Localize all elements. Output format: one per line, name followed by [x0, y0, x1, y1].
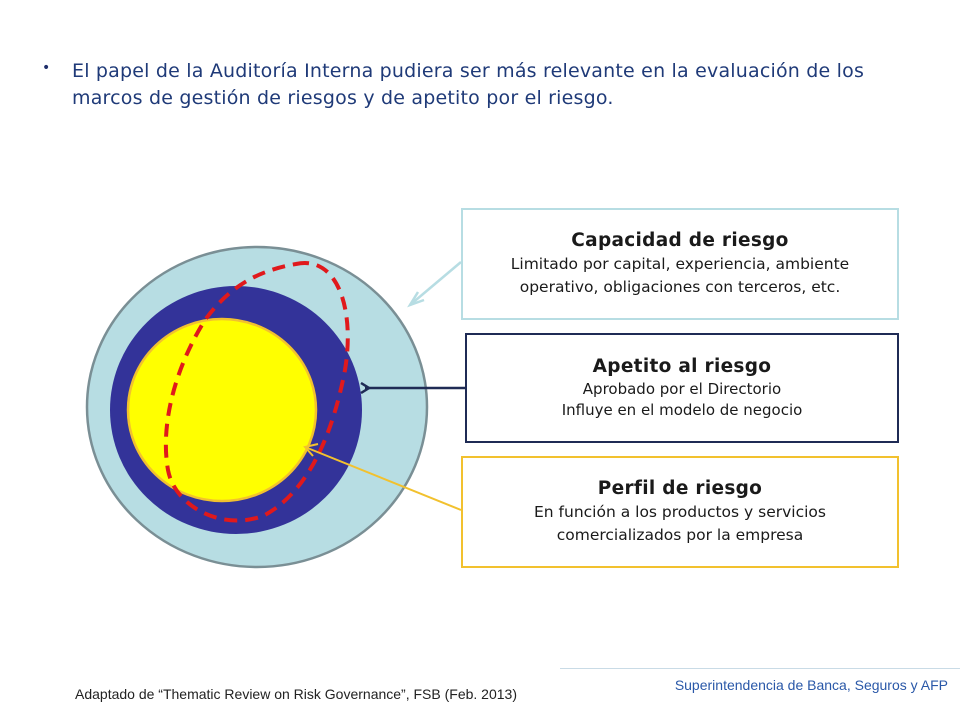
capacity-arrowhead	[407, 291, 425, 308]
profile-arrowhead	[303, 443, 319, 457]
appetite-title: Apetito al riesgo	[592, 356, 772, 377]
capacity-connector	[409, 261, 462, 306]
footer-divider	[560, 668, 960, 669]
bullet-text: El papel de la Auditoría Interna pudiera…	[72, 60, 865, 109]
bullet-marker: •	[42, 60, 51, 76]
capacity-title: Capacidad de riesgo	[571, 230, 789, 251]
capacity-description-line-2: operativo, obligaciones con terceros, et…	[519, 278, 841, 296]
profile-box: Perfil de riesgo En función a los produc…	[461, 456, 899, 568]
profile-description-line-2: comercializados por la empresa	[556, 526, 804, 544]
appetite-box: Apetito al riesgo Aprobado por el Direct…	[465, 333, 899, 443]
profile-connector	[304, 446, 462, 511]
capacity-box: Capacidad de riesgo Limitado por capital…	[461, 208, 899, 320]
profile-circle	[126, 317, 318, 503]
capacity-description-line-1: Limitado por capital, experiencia, ambie…	[510, 255, 850, 273]
appetite-description-line-1: Aprobado por el Directorio	[582, 380, 782, 398]
appetite-description-line-2: Influye en el modelo de negocio	[561, 401, 803, 419]
footer-source: Adaptado de “Thematic Review on Risk Gov…	[75, 686, 517, 702]
profile-title: Perfil de riesgo	[597, 478, 763, 499]
profile-description-line-1: En función a los productos y servicios	[534, 503, 826, 521]
footer-organization: Superintendencia de Banca, Seguros y AFP	[674, 677, 948, 693]
dashed-appetite-outline	[163, 261, 350, 523]
